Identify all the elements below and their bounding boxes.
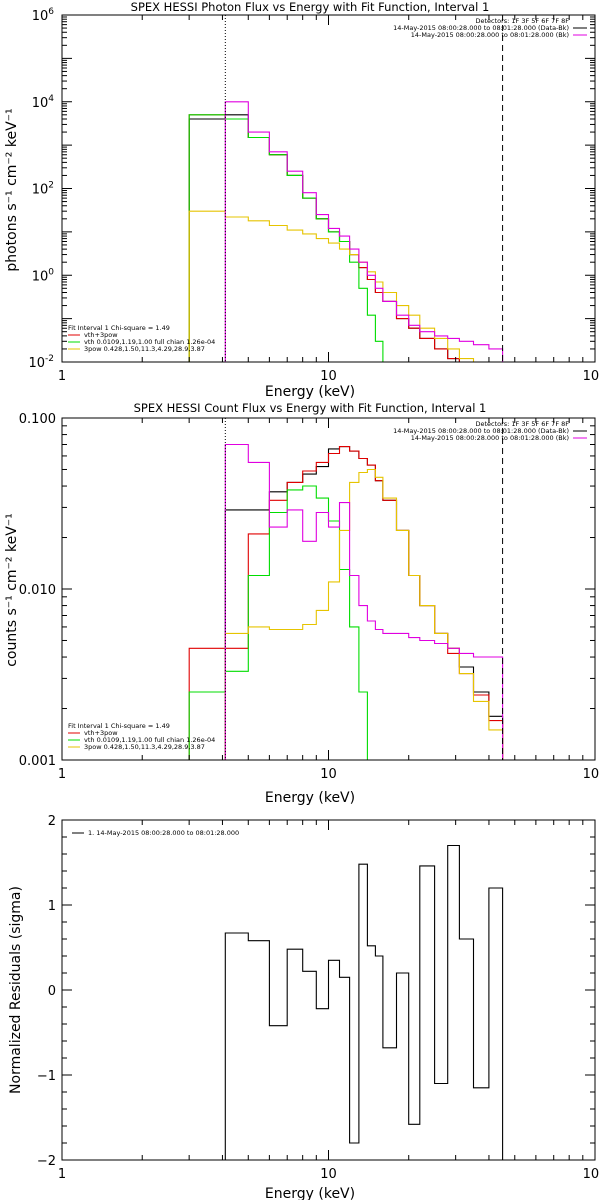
series-magenta-line [224,443,504,760]
legend-top-entry: Detectors: 1F 3F 5F 6F 7F 8F [475,17,569,25]
y-axis-label: Normalized Residuals (sigma) [8,886,24,1094]
legend-top-entry: 14-May-2015 08:00:28.000 to 08:01:28.000… [393,427,569,435]
y-tick-base: 10 [28,356,45,371]
legend-top-entry: 14-May-2015 08:00:28.000 to 08:01:28.000… [393,24,569,32]
x-tick-label: 1 [58,1167,66,1182]
y-tick-label: 102 [32,181,54,198]
y-axis-label: counts s⁻¹ cm⁻² keV⁻¹ [4,513,20,667]
chart-2: SPEX HESSI Count Flux vs Energy with Fit… [4,401,600,806]
y-tick-base: 10 [32,183,49,198]
y-tick-exponent: 2 [48,181,54,191]
legend-bottom-entry: 3pow 0.428,1.50,11.3,4.29,28.9,3.87 [84,743,205,751]
y-tick-exponent: 0 [48,267,54,277]
x-axis-label: Energy (keV) [265,1186,355,1200]
legend-bottom-entry: vth 0.0109,1.19,1.00 full chian 1.26e-04 [84,338,215,346]
series-black-line [224,446,515,761]
chart-title: SPEX HESSI Count Flux vs Energy with Fit… [134,401,487,415]
legend-bottom-entry: vth+3pow [84,331,118,339]
y-tick-label: 0.001 [19,754,56,769]
y-tick-exponent: 4 [48,94,54,104]
y-tick-label: 0.100 [19,412,56,427]
series-green-line [188,114,503,363]
chart-title: SPEX HESSI Photon Flux vs Energy with Fi… [131,0,490,14]
series-red-line [188,114,503,363]
y-tick-label: 1 [48,899,56,914]
y-tick-base: 10 [32,269,49,284]
y-tick-label: 10-2 [28,354,54,371]
y-tick-exponent: 6 [48,7,54,17]
plot-frame [61,14,596,363]
series-black-line [224,844,504,1160]
legend-top-entry: 14-May-2015 08:00:28.000 to 08:01:28.000… [411,434,569,442]
legend-top-entry: Detectors: 1F 3F 5F 6F 7F 8F [475,420,569,428]
legend-entry: 1. 14-May-2015 08:00:28.000 to 08:01:28.… [88,829,239,837]
y-tick-label: 100 [32,267,55,284]
series-green-line [188,485,515,761]
y-tick-label: 106 [32,7,55,24]
x-tick-label: 1 [58,369,66,384]
series-yellow-line [188,210,503,363]
y-tick-label: 0.010 [19,583,56,598]
x-axis-label: Energy (keV) [265,790,355,806]
series-black-line [188,114,503,363]
series-red-line [188,446,515,761]
y-tick-exponent: -2 [45,354,54,364]
x-tick-label: 100 [583,767,600,782]
y-axis-label: photons s⁻¹ cm⁻² keV⁻¹ [4,108,20,271]
x-tick-label: 10 [320,767,337,782]
legend-bottom-entry: 3pow 0.428,1.50,11.3,4.29,28.9,3.87 [84,345,205,353]
legend-bottom-entry: vth+3pow [84,729,118,737]
y-tick-label: −1 [37,1069,56,1084]
x-tick-label: 10 [320,1167,337,1182]
chart-1: SPEX HESSI Photon Flux vs Energy with Fi… [4,0,600,400]
legend-top-entry: 14-May-2015 08:00:28.000 to 08:01:28.000… [411,31,569,39]
y-tick-label: 104 [32,94,55,111]
series-magenta-line [224,101,504,362]
y-tick-label: 0 [48,984,56,999]
x-axis-label: Energy (keV) [265,384,355,400]
x-tick-label: 100 [583,1167,600,1182]
x-tick-label: 1 [58,767,66,782]
legend-bottom-entry: Fit Interval 1 Chi-square = 1.49 [68,324,170,332]
y-tick-label: −2 [37,1154,56,1169]
y-tick-base: 10 [32,96,49,111]
legend-bottom-entry: vth 0.0109,1.19,1.00 full chian 1.26e-04 [84,736,215,744]
y-tick-label: 2 [48,814,56,829]
legend-bottom-entry: Fit Interval 1 Chi-square = 1.49 [68,722,170,730]
series-yellow-line [189,468,515,761]
x-tick-label: 100 [583,369,600,384]
x-tick-label: 10 [320,369,337,384]
chart-3: 1 10 100 −2 −1 0 1 2 Energy (keV) Normalized Resi… [8,814,600,1200]
y-tick-base: 10 [32,9,49,24]
